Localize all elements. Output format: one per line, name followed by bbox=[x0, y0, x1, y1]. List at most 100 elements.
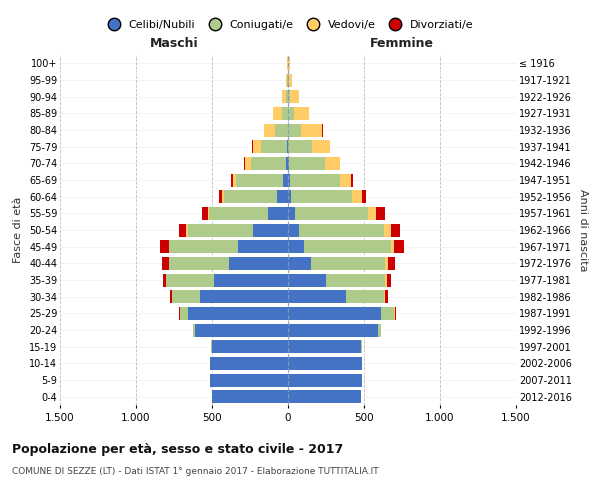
Bar bbox=[218, 190, 223, 203]
Bar bbox=[262, 140, 287, 153]
Bar bbox=[290, 174, 340, 186]
Bar bbox=[388, 257, 395, 270]
Bar bbox=[381, 307, 394, 320]
Bar bbox=[211, 357, 288, 370]
Bar bbox=[340, 174, 351, 186]
Bar bbox=[179, 224, 187, 236]
Bar bbox=[161, 257, 169, 270]
Bar bbox=[288, 390, 361, 403]
Bar bbox=[163, 274, 166, 286]
Bar bbox=[214, 274, 288, 286]
Bar bbox=[230, 174, 233, 186]
Bar bbox=[244, 157, 245, 170]
Bar bbox=[351, 174, 353, 186]
Bar bbox=[292, 190, 352, 203]
Bar bbox=[245, 157, 251, 170]
Bar bbox=[394, 240, 404, 253]
Bar bbox=[195, 324, 288, 336]
Bar bbox=[160, 240, 169, 253]
Bar bbox=[288, 374, 362, 386]
Bar bbox=[253, 224, 288, 236]
Bar bbox=[384, 224, 391, 236]
Bar bbox=[224, 190, 277, 203]
Bar bbox=[288, 324, 377, 336]
Bar bbox=[287, 74, 288, 86]
Bar bbox=[385, 290, 388, 303]
Bar bbox=[264, 124, 275, 136]
Bar bbox=[288, 340, 361, 353]
Bar bbox=[288, 74, 289, 86]
Bar bbox=[377, 324, 382, 336]
Bar bbox=[295, 207, 368, 220]
Text: Femmine: Femmine bbox=[370, 37, 434, 50]
Bar bbox=[288, 190, 292, 203]
Text: COMUNE DI SEZZE (LT) - Dati ISTAT 1° gennaio 2017 - Elaborazione TUTTITALIA.IT: COMUNE DI SEZZE (LT) - Dati ISTAT 1° gen… bbox=[12, 468, 379, 476]
Bar bbox=[288, 274, 326, 286]
Bar bbox=[288, 157, 289, 170]
Bar bbox=[223, 190, 224, 203]
Bar bbox=[384, 290, 385, 303]
Bar bbox=[282, 107, 288, 120]
Bar bbox=[212, 390, 288, 403]
Bar bbox=[209, 207, 268, 220]
Bar bbox=[286, 157, 288, 170]
Bar bbox=[268, 207, 288, 220]
Bar bbox=[208, 207, 209, 220]
Bar bbox=[288, 224, 299, 236]
Bar bbox=[277, 190, 288, 203]
Bar bbox=[362, 190, 366, 203]
Bar bbox=[288, 90, 290, 103]
Bar bbox=[288, 357, 362, 370]
Bar bbox=[385, 274, 387, 286]
Bar bbox=[376, 207, 385, 220]
Bar bbox=[288, 207, 295, 220]
Bar bbox=[275, 124, 287, 136]
Bar bbox=[169, 240, 238, 253]
Text: Maschi: Maschi bbox=[149, 37, 199, 50]
Bar bbox=[304, 240, 391, 253]
Bar bbox=[391, 224, 400, 236]
Bar bbox=[253, 140, 262, 153]
Bar bbox=[187, 224, 188, 236]
Text: Popolazione per età, sesso e stato civile - 2017: Popolazione per età, sesso e stato civil… bbox=[12, 442, 343, 456]
Bar bbox=[233, 174, 236, 186]
Bar bbox=[326, 274, 385, 286]
Bar bbox=[251, 157, 286, 170]
Bar bbox=[286, 74, 287, 86]
Bar bbox=[229, 257, 288, 270]
Bar bbox=[294, 107, 309, 120]
Bar bbox=[385, 257, 388, 270]
Bar bbox=[346, 290, 384, 303]
Bar bbox=[288, 257, 311, 270]
Bar bbox=[286, 90, 288, 103]
Bar bbox=[325, 157, 340, 170]
Bar bbox=[180, 307, 188, 320]
Bar bbox=[212, 340, 288, 353]
Bar bbox=[179, 307, 180, 320]
Legend: Celibi/Nubili, Coniugati/e, Vedovi/e, Divorziati/e: Celibi/Nubili, Coniugati/e, Vedovi/e, Di… bbox=[98, 15, 478, 34]
Bar bbox=[202, 207, 208, 220]
Bar bbox=[311, 257, 385, 270]
Y-axis label: Fasce di età: Fasce di età bbox=[13, 197, 23, 263]
Bar bbox=[288, 240, 304, 253]
Bar bbox=[170, 290, 172, 303]
Y-axis label: Anni di nascita: Anni di nascita bbox=[578, 188, 589, 271]
Bar bbox=[352, 190, 362, 203]
Bar bbox=[172, 290, 200, 303]
Bar bbox=[289, 140, 312, 153]
Bar bbox=[288, 290, 346, 303]
Bar bbox=[211, 374, 288, 386]
Bar bbox=[238, 240, 288, 253]
Bar bbox=[394, 307, 395, 320]
Bar bbox=[169, 257, 229, 270]
Bar bbox=[211, 340, 212, 353]
Bar bbox=[288, 174, 290, 186]
Bar bbox=[188, 224, 253, 236]
Bar bbox=[188, 307, 288, 320]
Bar bbox=[289, 57, 290, 70]
Bar bbox=[200, 290, 288, 303]
Bar bbox=[391, 240, 394, 253]
Bar bbox=[299, 224, 384, 236]
Bar bbox=[289, 74, 292, 86]
Bar bbox=[282, 90, 286, 103]
